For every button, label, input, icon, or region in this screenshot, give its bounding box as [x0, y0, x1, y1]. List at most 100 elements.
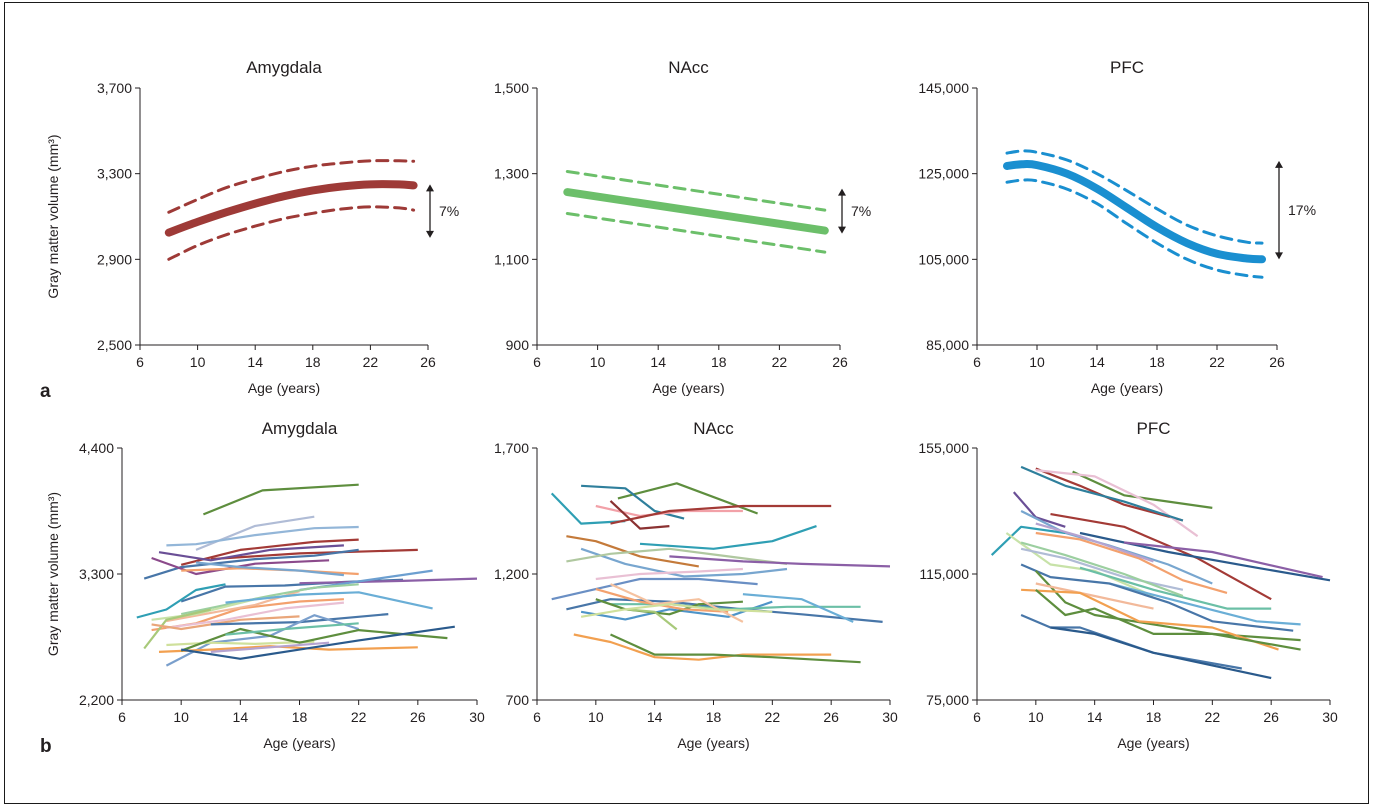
mean-curve	[1003, 160, 1266, 264]
x-tick-label: 18	[1146, 709, 1162, 725]
subject-trajectory	[225, 622, 359, 636]
x-tick-label: 6	[973, 709, 981, 725]
subject-trajectory	[1050, 513, 1272, 601]
subject-trajectory	[225, 591, 433, 610]
x-axis-label: Age (years)	[248, 380, 320, 396]
chart-b-2: 6 10 14 18 22 26 30 700 1,200 1,700 NAcc Age (years…	[494, 419, 898, 751]
y-tick-label: 105,000	[918, 251, 969, 267]
subject-trajectory	[1020, 465, 1184, 522]
chart-title: NAcc	[668, 58, 709, 77]
x-tick-label: 30	[469, 709, 485, 725]
subject-trajectory	[1123, 541, 1323, 579]
y-tick-label: 1,500	[494, 80, 529, 96]
x-tick-label: 30	[882, 709, 898, 725]
subject-trajectory	[742, 593, 854, 623]
subject-trajectory	[158, 544, 344, 562]
subject-trajectory	[166, 640, 315, 647]
percent-change-label: 7%	[439, 203, 459, 219]
panel-letter-b: b	[40, 736, 52, 757]
subject-trajectory	[580, 603, 773, 618]
x-tick-label: 10	[1028, 709, 1044, 725]
subject-trajectory	[1012, 491, 1066, 528]
subject-trajectory	[990, 525, 1066, 556]
x-axis-label: Age (years)	[677, 735, 749, 751]
subject-trajectory	[595, 567, 743, 581]
x-tick-label: 22	[765, 709, 781, 725]
subject-trajectory	[1020, 563, 1294, 632]
x-tick-label: 30	[1322, 709, 1338, 725]
subject-trajectory	[136, 583, 226, 619]
x-tick-label: 14	[650, 354, 666, 370]
y-tick-label: 3,300	[79, 566, 114, 582]
x-tick-label: 22	[351, 709, 367, 725]
x-tick-label: 26	[832, 354, 848, 370]
y-tick-label: 155,000	[918, 440, 969, 456]
x-tick-label: 6	[533, 709, 541, 725]
subject-trajectory	[609, 500, 670, 530]
y-tick-label: 1,700	[494, 440, 529, 456]
subject-trajectory	[180, 578, 404, 603]
x-tick-label: 22	[1205, 709, 1221, 725]
x-tick-label: 10	[190, 354, 206, 370]
subject-trajectory	[639, 525, 817, 550]
x-tick-label: 18	[292, 709, 308, 725]
subject-trajectory	[566, 535, 699, 568]
x-tick-label: 10	[588, 709, 604, 725]
y-tick-label: 145,000	[918, 80, 969, 96]
subject-trajectory	[1035, 469, 1199, 538]
y-tick-label: 4,400	[79, 440, 114, 456]
subject-trajectory	[166, 525, 359, 547]
y-tick-label: 2,900	[97, 251, 132, 267]
subject-trajectory	[210, 548, 418, 561]
subject-trajectory	[625, 608, 678, 631]
x-tick-label: 10	[1029, 354, 1045, 370]
x-tick-label: 18	[1149, 354, 1165, 370]
y-axis-label: Gray matter volume (mm³)	[45, 134, 61, 298]
x-tick-label: 22	[363, 354, 379, 370]
figure-frame	[4, 2, 1369, 804]
range-arrow-head-down	[426, 230, 434, 238]
x-axis-label: Age (years)	[263, 735, 335, 751]
x-tick-label: 14	[1087, 709, 1103, 725]
subject-trajectory	[617, 482, 758, 515]
subject-trajectory	[143, 548, 359, 580]
subject-trajectory	[1020, 547, 1184, 591]
chart-a-1: 6 10 14 18 22 26 2,500 2,900 3,300 3,700 Amygdala A…	[45, 58, 459, 396]
mean-curve	[164, 180, 418, 237]
subject-trajectory	[1035, 588, 1301, 651]
subject-trajectory	[580, 547, 788, 578]
y-tick-label: 700	[506, 692, 530, 708]
panel-letter-a: a	[40, 381, 51, 402]
x-tick-label: 14	[247, 354, 263, 370]
subject-trajectory	[610, 633, 861, 664]
subject-trajectory	[1005, 532, 1154, 598]
subject-trajectory	[195, 561, 345, 577]
subject-trajectory	[180, 538, 359, 566]
chart-title: PFC	[1137, 419, 1171, 438]
x-tick-label: 6	[973, 354, 981, 370]
x-axis-label: Age (years)	[1117, 735, 1189, 751]
x-tick-label: 26	[420, 354, 436, 370]
x-tick-label: 26	[1263, 709, 1279, 725]
subject-trajectory	[1079, 531, 1331, 582]
percent-change-label: 7%	[851, 203, 871, 219]
y-axis-label: Gray matter volume (mm³)	[45, 492, 61, 656]
subject-trajectory	[1020, 613, 1242, 670]
subject-trajectory	[180, 583, 359, 616]
y-tick-label: 115,000	[919, 566, 969, 582]
chart-a-2: 6 10 14 18 22 26 900 1,100 1,300 1,500 NAcc Age (ye…	[494, 58, 871, 396]
x-tick-label: 10	[173, 709, 189, 725]
subject-trajectory	[166, 601, 345, 629]
y-tick-label: 2,500	[97, 337, 132, 353]
subject-trajectory	[595, 598, 743, 616]
x-tick-label: 18	[305, 354, 321, 370]
x-tick-label: 22	[1209, 354, 1225, 370]
x-axis-label: Age (years)	[1091, 380, 1163, 396]
subject-trajectory	[1079, 566, 1272, 610]
range-arrow-head-up	[838, 188, 846, 196]
x-tick-label: 18	[706, 709, 722, 725]
subject-trajectory	[551, 577, 758, 601]
x-tick-label: 14	[233, 709, 249, 725]
subject-trajectory	[1072, 470, 1213, 509]
